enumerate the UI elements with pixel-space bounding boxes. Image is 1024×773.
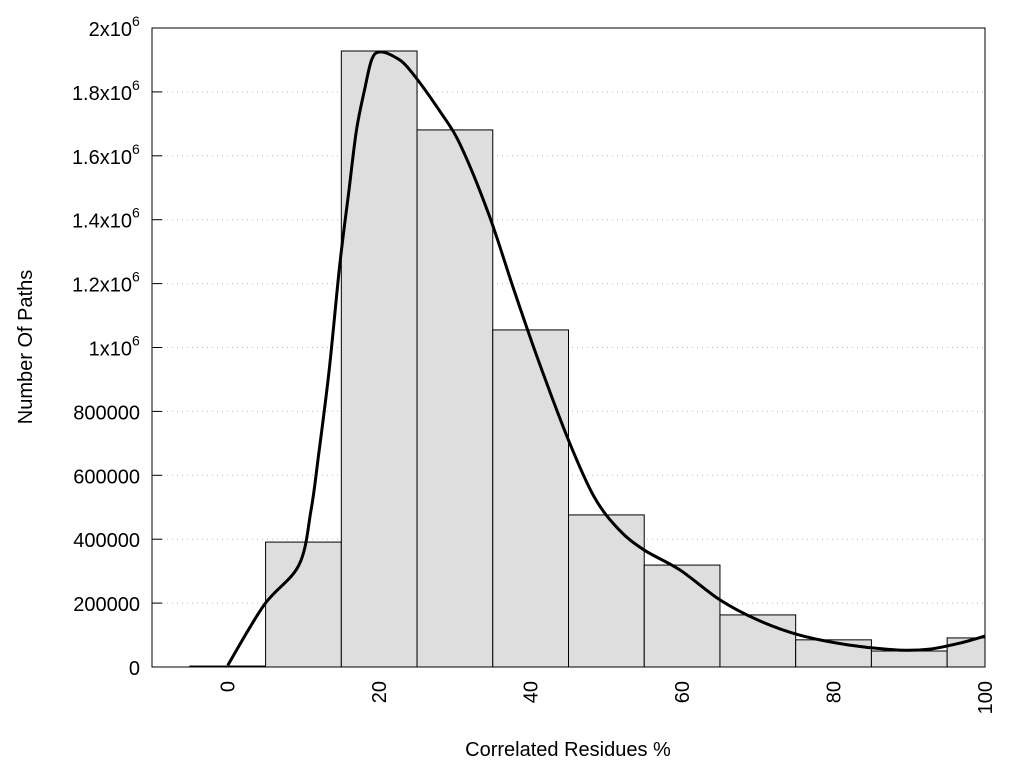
- y-tick-exponent: 6: [132, 269, 140, 285]
- y-tick-exponent: 6: [132, 77, 140, 93]
- x-tick-label: 100: [975, 681, 997, 714]
- y-tick-label: 600000: [73, 466, 140, 488]
- y-tick-label: 400000: [73, 530, 140, 552]
- x-tick-label: 80: [824, 681, 846, 703]
- y-tick-label: 200000: [73, 594, 140, 616]
- y-tick-exponent: 6: [132, 141, 140, 157]
- y-tick-label: 0: [129, 658, 140, 680]
- y-tick-label: 800000: [73, 402, 140, 424]
- x-tick-label: 0: [218, 681, 240, 692]
- y-tick-label: 1x10: [89, 339, 132, 361]
- bar: [416, 129, 494, 668]
- y-tick-label: 1.2x10: [72, 275, 132, 297]
- bars: [189, 50, 986, 668]
- bar: [340, 50, 418, 668]
- bar: [568, 514, 645, 668]
- y-tick-label: 2x10: [89, 19, 132, 41]
- density-curve: [226, 50, 986, 667]
- y-tick-exponent: 6: [132, 205, 140, 221]
- x-tick-label: 40: [521, 681, 543, 703]
- bar: [643, 564, 721, 668]
- bar: [870, 650, 948, 668]
- bar: [492, 329, 570, 668]
- y-tick-label: 1.6x10: [72, 147, 132, 169]
- y-tick-exponent: 6: [132, 13, 140, 29]
- y-tick-label: 1.8x10: [72, 83, 132, 105]
- x-axis-label: Correlated Residues %: [465, 739, 671, 761]
- x-axis-ticks: 0 20 40 60 80 100: [218, 681, 997, 714]
- x-tick-label: 20: [369, 681, 391, 703]
- bar: [265, 541, 342, 668]
- y-axis-label: Number Of Paths: [15, 270, 37, 425]
- y-tick-label: 1.4x10: [72, 211, 132, 233]
- y-tick-exponent: 6: [132, 333, 140, 349]
- bar: [719, 614, 797, 668]
- x-tick-label: 60: [672, 681, 694, 703]
